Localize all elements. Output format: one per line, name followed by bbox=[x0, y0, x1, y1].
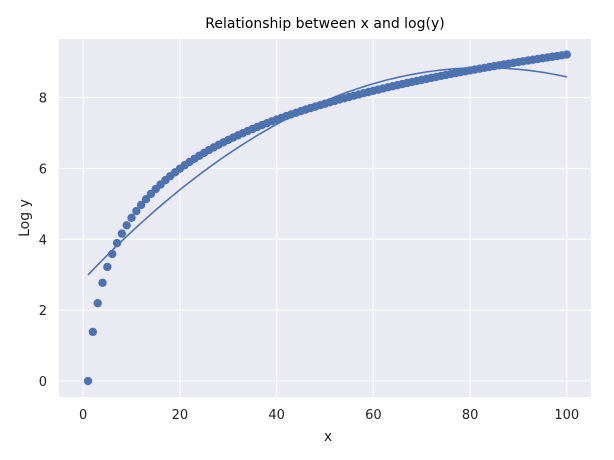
x-tick-label: 80 bbox=[462, 408, 479, 423]
x-tick-label: 40 bbox=[268, 408, 285, 423]
x-tick-label: 20 bbox=[172, 408, 189, 423]
y-tick-label: 6 bbox=[39, 162, 47, 177]
y-tick-label: 8 bbox=[39, 91, 47, 106]
x-tick-label: 100 bbox=[554, 408, 579, 423]
plot-area bbox=[59, 39, 591, 397]
x-axis-label: x bbox=[324, 429, 332, 445]
scatter-point bbox=[88, 327, 98, 337]
scatter-points-group bbox=[83, 50, 572, 386]
x-tick-label: 60 bbox=[365, 408, 382, 423]
y-tick-label: 2 bbox=[39, 304, 47, 319]
x-tick-label: 0 bbox=[79, 408, 87, 423]
scatter-point bbox=[83, 376, 93, 386]
y-tick-label: 0 bbox=[39, 375, 47, 390]
y-tick-label: 4 bbox=[39, 233, 47, 248]
chart-title: Relationship between x and log(y) bbox=[205, 16, 444, 32]
scatter-point bbox=[103, 262, 112, 272]
scatter-point bbox=[122, 221, 131, 230]
scatter-point bbox=[117, 229, 127, 238]
scatter-point bbox=[127, 213, 136, 223]
scatter-point bbox=[98, 278, 107, 287]
scatter-point bbox=[112, 238, 122, 248]
scatter-point bbox=[132, 206, 141, 216]
grid-lines bbox=[59, 39, 591, 397]
scatter-point bbox=[137, 200, 146, 210]
scatter-point bbox=[562, 50, 572, 59]
scatter-point bbox=[108, 249, 117, 259]
tick-labels-group: 0 20 40 60 80 100 0 2 4 6 8 bbox=[39, 91, 580, 423]
y-axis-label: Log y bbox=[17, 199, 33, 237]
scatter-point bbox=[93, 298, 102, 308]
